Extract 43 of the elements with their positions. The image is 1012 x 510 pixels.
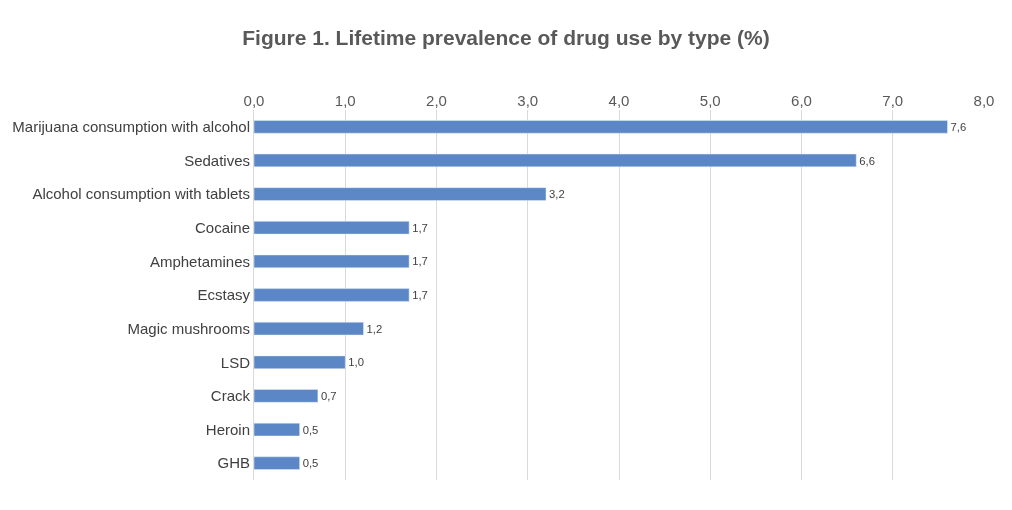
x-tick-label: 5,0 [699, 92, 721, 109]
data-label: 6,6 [859, 154, 875, 167]
y-tick-label: Amphetamines [149, 252, 250, 270]
x-tick-label: 1,0 [334, 92, 356, 109]
y-tick-label: Ecstasy [197, 286, 251, 304]
x-tick-label: 3,0 [517, 92, 539, 109]
bar [254, 322, 364, 336]
data-label: 1,7 [412, 221, 428, 234]
y-tick-label: Alcohol consumption with tablets [32, 185, 250, 203]
data-label: 1,7 [412, 255, 428, 268]
data-label: 0,5 [302, 457, 319, 470]
y-tick-label: Marijuana consumption with alcohol [12, 118, 250, 136]
bar [254, 389, 319, 403]
y-tick-label: Heroin [205, 420, 250, 438]
y-tick-label: Sedatives [184, 151, 250, 169]
data-label: 1,2 [366, 322, 383, 335]
data-label: 1,7 [412, 289, 428, 302]
bar [254, 422, 300, 437]
y-tick-label: Magic mushrooms [127, 319, 250, 337]
x-tick-label: 2,0 [426, 92, 447, 109]
chart-title: Figure 1. Lifetime prevalence of drug use by type (%) [242, 26, 770, 50]
x-tick-label: 8,0 [973, 92, 995, 109]
x-tick-label: 7,0 [882, 92, 904, 109]
y-tick-label: GHB [217, 454, 250, 472]
bar [254, 254, 410, 268]
data-label: 0,5 [302, 423, 319, 436]
data-label: 0,7 [320, 390, 337, 403]
bar [254, 187, 547, 201]
bar [254, 221, 410, 235]
y-tick-label: Cocaine [194, 218, 250, 236]
data-label: 7,6 [950, 120, 967, 133]
y-tick-label: Crack [210, 387, 251, 405]
x-tick-label: 0,0 [243, 92, 265, 109]
x-tick-label: 4,0 [608, 92, 630, 109]
y-tick-label: LSD [220, 353, 251, 371]
x-tick-label: 6,0 [791, 92, 812, 109]
bar [254, 120, 948, 134]
bar [254, 355, 346, 369]
bar [254, 456, 300, 470]
data-label: 3,2 [549, 188, 565, 201]
bar [254, 153, 857, 168]
bar [254, 288, 410, 302]
data-label: 1,0 [348, 356, 364, 369]
